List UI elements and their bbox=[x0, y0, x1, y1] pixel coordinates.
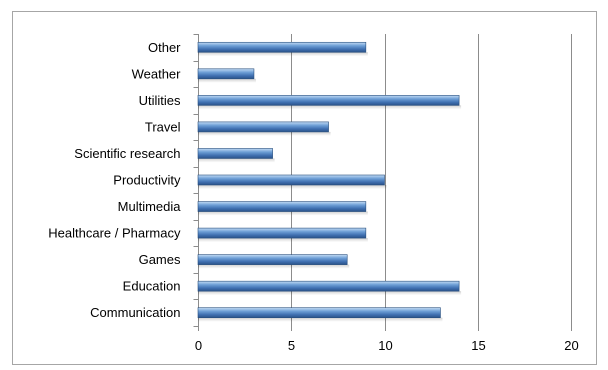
bar-travel bbox=[197, 121, 329, 133]
bar-shadow bbox=[198, 291, 462, 296]
bar-communication bbox=[197, 307, 441, 319]
category-label: Education bbox=[123, 279, 181, 294]
category-label: Other bbox=[148, 40, 181, 55]
bar-shadow bbox=[198, 211, 368, 216]
bar-shadow bbox=[198, 131, 331, 136]
category-label: Multimedia bbox=[118, 199, 182, 214]
bar-shadow bbox=[198, 317, 443, 322]
bar-productivity bbox=[197, 174, 385, 186]
bar-games bbox=[197, 254, 348, 265]
category-label: Travel bbox=[145, 119, 181, 134]
category-label: Weather bbox=[132, 66, 182, 81]
bar-healthcare-pharmacy bbox=[197, 227, 367, 239]
bar-weather bbox=[197, 68, 255, 80]
bar-shadow bbox=[198, 238, 368, 243]
category-label: Healthcare / Pharmacy bbox=[48, 226, 181, 241]
x-tick-label: 20 bbox=[564, 338, 578, 353]
x-tick-labels: 0 5 10 15 20 bbox=[195, 338, 579, 353]
bar-scientific-research bbox=[197, 148, 273, 159]
bar-shadow bbox=[198, 264, 350, 269]
x-tick-label: 15 bbox=[471, 338, 485, 353]
bar-shadow bbox=[198, 185, 387, 189]
category-labels: Communication Education Games Healthcare / … bbox=[48, 40, 181, 320]
bar-utilities bbox=[197, 95, 460, 106]
bar-education bbox=[197, 280, 460, 292]
bar-shadow bbox=[198, 158, 275, 163]
x-tick-label: 5 bbox=[288, 338, 295, 353]
bars bbox=[197, 41, 462, 322]
category-label: Productivity bbox=[113, 173, 181, 188]
bar-multimedia bbox=[197, 201, 367, 212]
category-label: Utilities bbox=[139, 93, 181, 108]
bar-shadow bbox=[198, 78, 256, 83]
category-label: Games bbox=[139, 252, 181, 267]
category-label: Scientific research bbox=[74, 146, 180, 161]
bar-shadow bbox=[198, 52, 368, 57]
x-tick-label: 0 bbox=[195, 338, 202, 353]
x-tick-label: 10 bbox=[378, 338, 392, 353]
bar-other bbox=[197, 41, 367, 53]
category-label: Communication bbox=[90, 305, 180, 320]
bar-shadow bbox=[198, 105, 462, 110]
